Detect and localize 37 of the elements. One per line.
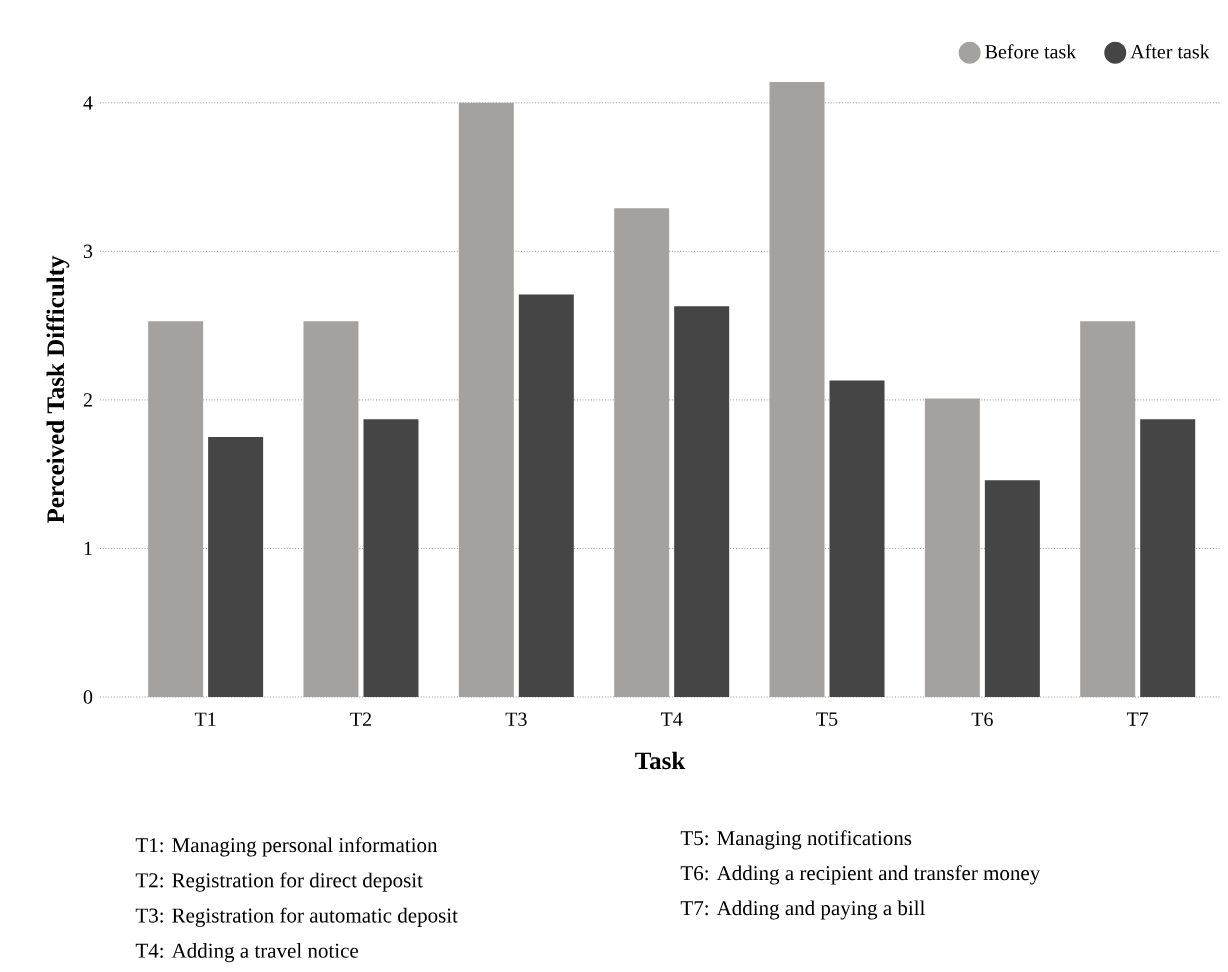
- x-axis-title: Task: [635, 751, 686, 770]
- bar: [148, 321, 204, 698]
- text: T5: Managing notifications: [680, 830, 912, 850]
- bar: [674, 306, 730, 698]
- text: T4: Adding a travel notice: [135, 943, 359, 963]
- x-tick-label: T4: [660, 712, 683, 726]
- x-tick-label: T6: [971, 712, 993, 726]
- bar: [458, 102, 514, 698]
- bar: [829, 380, 885, 698]
- x-tick-label: T1: [194, 712, 216, 726]
- bar: [208, 437, 264, 698]
- bar: [363, 419, 419, 698]
- x-tick-label: T2: [350, 712, 371, 726]
- text: T7: Adding and paying a bill: [680, 900, 925, 920]
- y-tick-label: 4: [83, 96, 93, 110]
- y-tick-label: 1: [84, 541, 92, 556]
- y-tick-label: 2: [83, 393, 92, 407]
- text: T2: Registration for direct deposit: [135, 872, 423, 892]
- bar: [984, 480, 1040, 698]
- y-tick-label: 0: [83, 690, 93, 704]
- bar: [518, 294, 574, 698]
- bar: [303, 321, 359, 698]
- legend-label: After task: [1130, 44, 1210, 59]
- y-axis-title: Perceived Task Difficulty: [46, 255, 70, 524]
- bar: [924, 398, 980, 698]
- x-tick-label: T5: [816, 712, 838, 726]
- bar: [769, 82, 825, 698]
- text: T3: Registration for automatic deposit: [135, 907, 458, 927]
- text: T1: Managing personal information: [135, 837, 438, 857]
- bar: [1140, 419, 1196, 698]
- legend-label: Before task: [985, 44, 1077, 59]
- text: T6: Adding a recipient and transfer money: [680, 865, 1041, 885]
- y-tick-label: 3: [83, 244, 93, 259]
- bar: [1080, 321, 1136, 698]
- x-tick-label: T7: [1126, 712, 1149, 726]
- x-tick-label: T3: [505, 712, 527, 726]
- bar: [614, 208, 670, 698]
